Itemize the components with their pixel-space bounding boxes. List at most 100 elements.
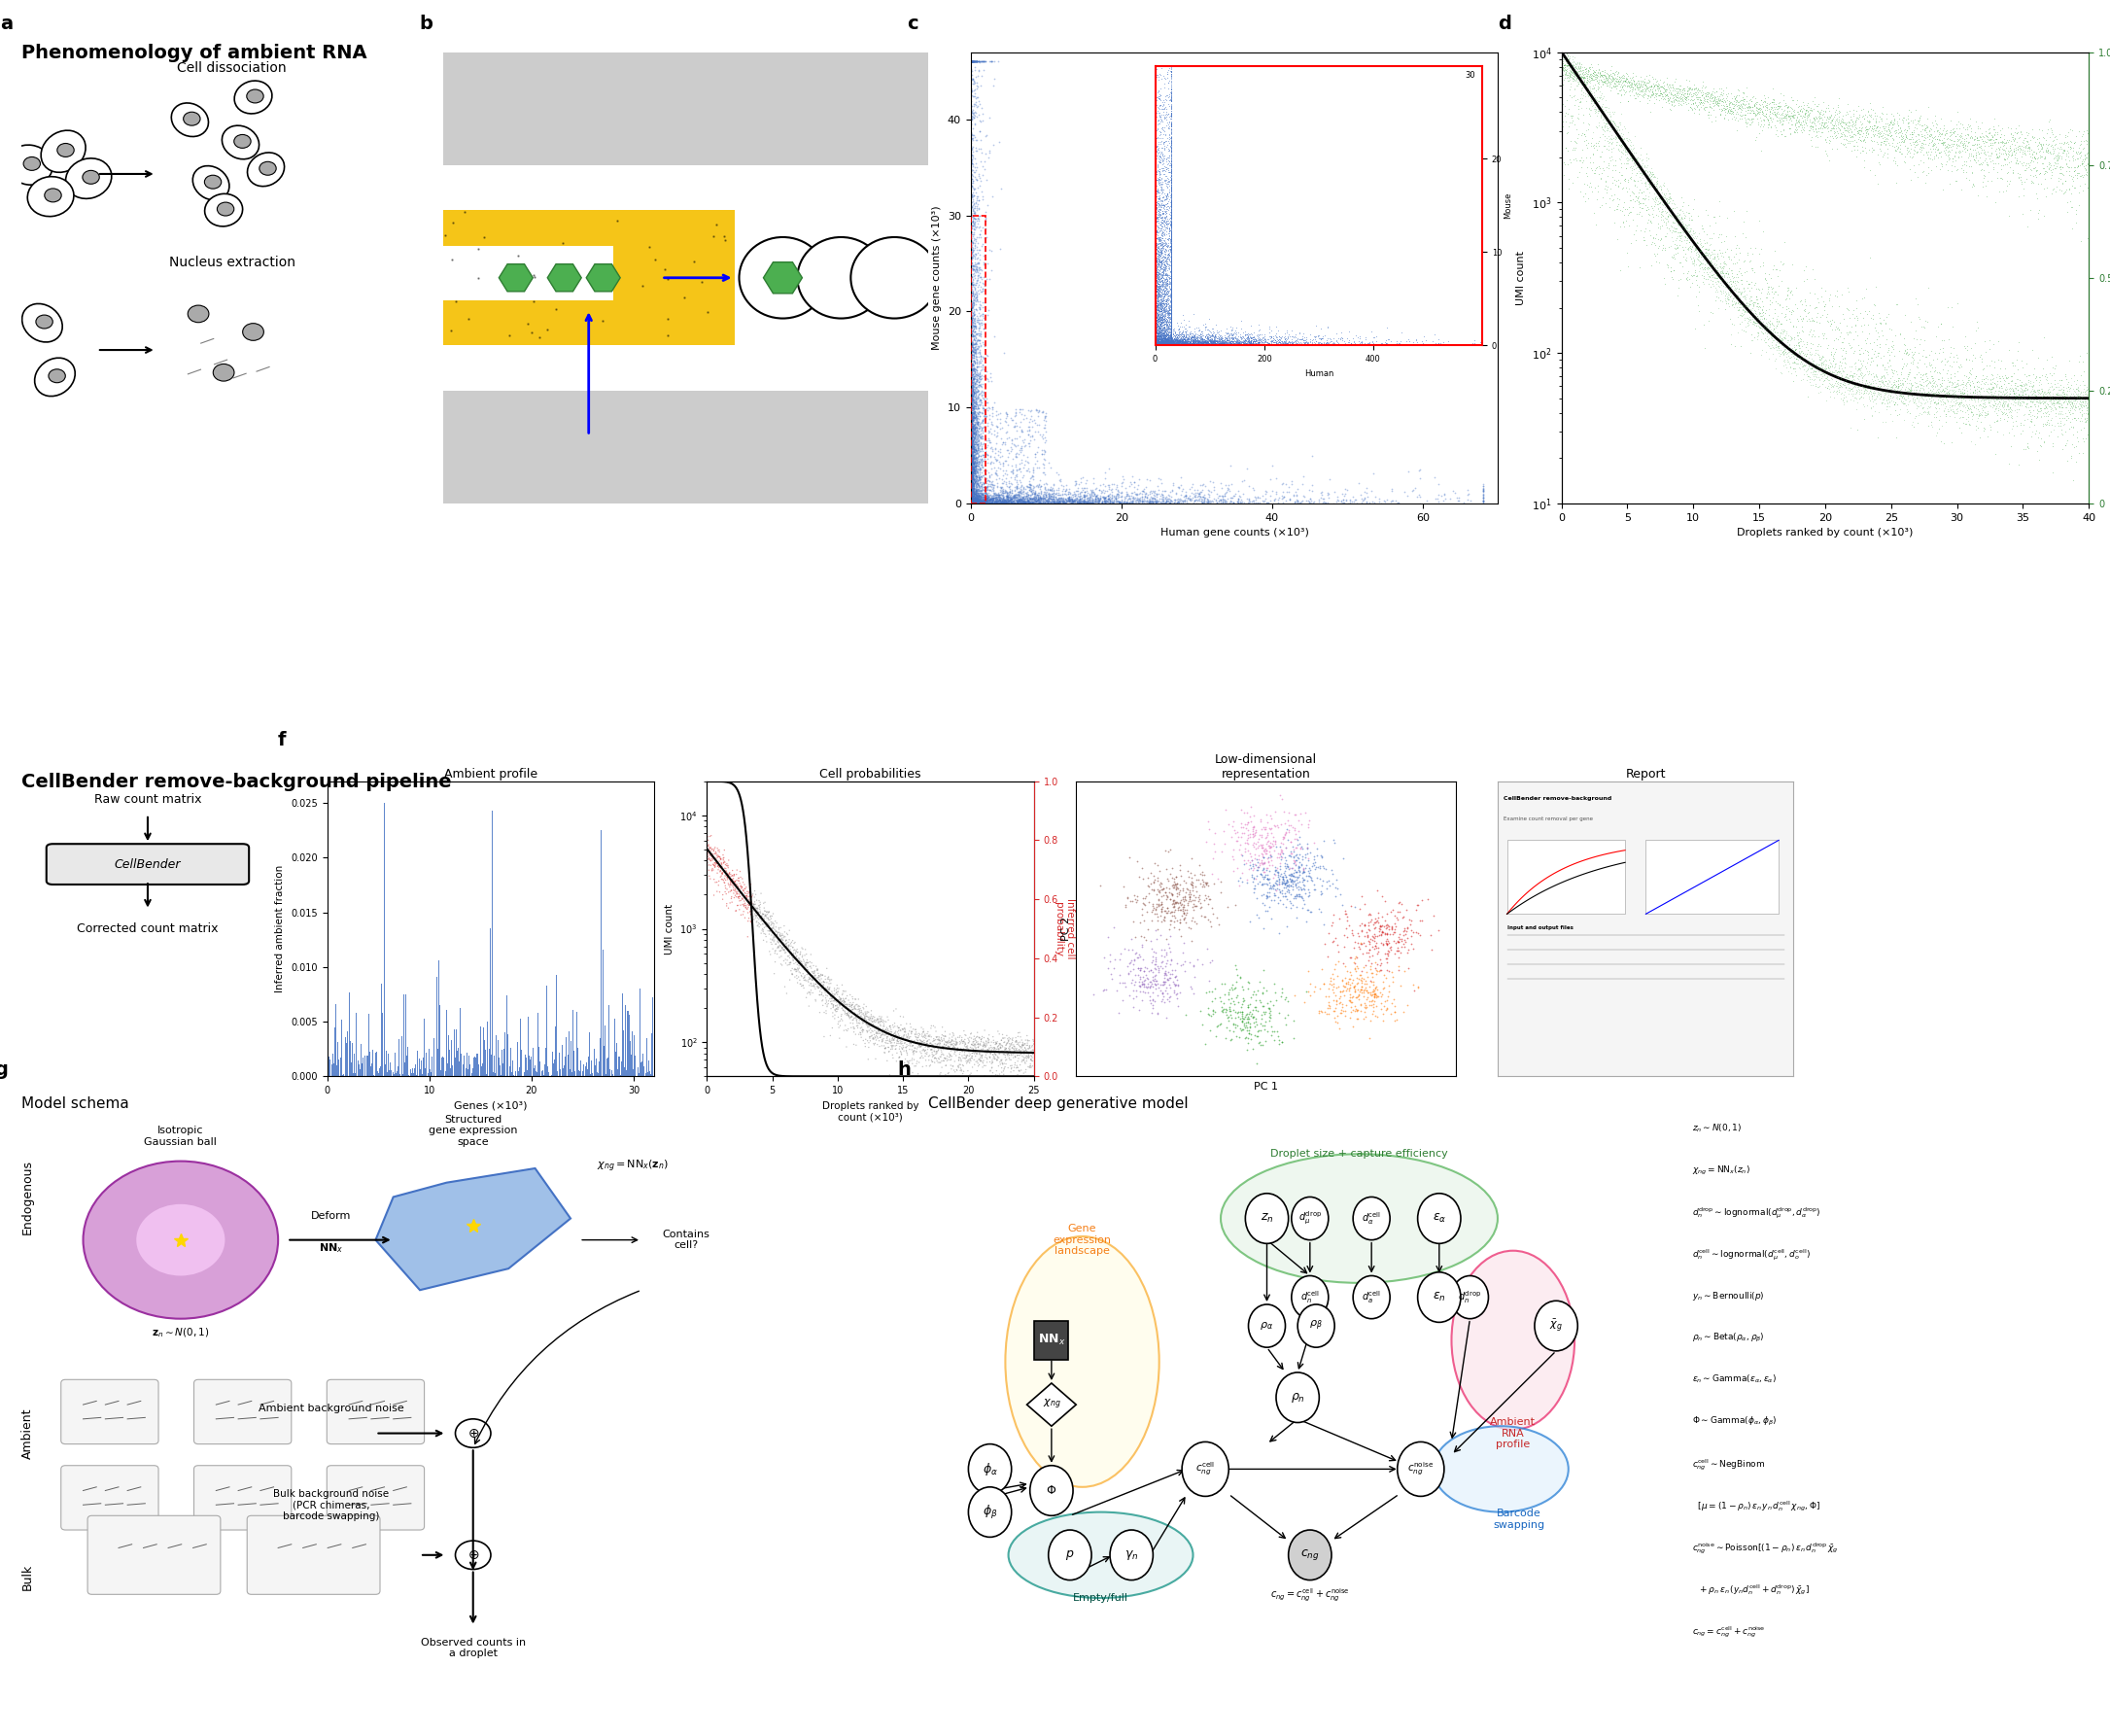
Point xyxy=(1975,123,2009,151)
Point xyxy=(958,1050,992,1078)
Point xyxy=(1591,155,1625,182)
Point xyxy=(1644,207,1677,234)
Point xyxy=(1979,368,2013,396)
Point xyxy=(1715,257,1749,285)
Point xyxy=(1910,113,1943,141)
Point xyxy=(1559,57,1593,85)
Point xyxy=(956,181,990,208)
Point xyxy=(1230,807,1264,835)
Point xyxy=(776,944,810,972)
Point xyxy=(954,432,987,460)
Point xyxy=(1253,833,1287,861)
Point xyxy=(958,337,992,365)
Point xyxy=(1028,415,1061,443)
Point xyxy=(726,877,760,904)
Point xyxy=(1080,483,1114,510)
Point xyxy=(960,476,994,503)
Point xyxy=(956,448,990,476)
Point xyxy=(732,894,766,922)
Point xyxy=(1053,479,1087,507)
Point xyxy=(956,370,990,398)
Point xyxy=(956,469,990,496)
Point xyxy=(1760,332,1794,359)
Point xyxy=(1545,56,1578,83)
Point xyxy=(1861,141,1895,168)
Point xyxy=(1032,486,1066,514)
Point xyxy=(850,1012,884,1040)
Point xyxy=(916,1038,949,1066)
Point xyxy=(962,465,996,493)
Point xyxy=(1867,372,1901,399)
Point xyxy=(1751,318,1785,345)
Point xyxy=(2034,385,2068,413)
Point xyxy=(956,486,990,514)
Point xyxy=(979,484,1013,512)
Point xyxy=(1728,318,1762,345)
Point xyxy=(1093,490,1127,517)
Point xyxy=(1150,941,1184,969)
Point xyxy=(1224,963,1258,991)
Point xyxy=(2068,387,2102,415)
Point xyxy=(956,148,990,175)
Point xyxy=(2002,380,2036,408)
Point xyxy=(1564,50,1597,78)
Point xyxy=(1365,903,1399,930)
Point xyxy=(1582,61,1616,89)
Point xyxy=(1042,465,1076,493)
Point xyxy=(1988,354,2021,382)
Point xyxy=(1986,392,2019,420)
Point xyxy=(1260,1017,1293,1045)
Point xyxy=(1017,472,1051,500)
Point xyxy=(1709,95,1743,123)
Point xyxy=(958,200,992,227)
Point xyxy=(1760,116,1794,144)
Point xyxy=(960,484,994,512)
Point xyxy=(1715,279,1749,307)
Point xyxy=(1139,488,1173,516)
Point xyxy=(1802,104,1836,132)
Point xyxy=(1918,389,1952,417)
Point xyxy=(954,453,987,481)
Point xyxy=(966,470,1000,498)
Point xyxy=(1969,116,2002,144)
Point xyxy=(1011,484,1044,512)
Point xyxy=(1939,387,1973,415)
Point xyxy=(1549,134,1582,161)
Point xyxy=(1882,337,1916,365)
Point xyxy=(1013,1042,1047,1069)
Point xyxy=(876,1029,909,1057)
Point xyxy=(1973,326,2007,354)
Point xyxy=(2002,328,2036,356)
Point xyxy=(2011,399,2045,427)
Point xyxy=(1260,844,1293,871)
Point xyxy=(960,278,994,306)
Point xyxy=(1547,54,1580,82)
Point xyxy=(1030,488,1063,516)
Point xyxy=(1817,359,1850,387)
Point xyxy=(956,450,990,477)
Point xyxy=(1967,391,2000,418)
Point xyxy=(1101,998,1135,1026)
Point xyxy=(1791,89,1825,116)
Point xyxy=(1186,870,1220,898)
Point xyxy=(1817,307,1850,335)
Point xyxy=(983,488,1017,516)
Point xyxy=(1019,488,1053,516)
Point xyxy=(1912,130,1945,158)
Point xyxy=(971,465,1004,493)
Point xyxy=(1846,375,1880,403)
Point xyxy=(958,158,992,186)
Point xyxy=(1599,68,1633,95)
Point xyxy=(1220,955,1253,983)
Point xyxy=(1739,271,1772,299)
Point xyxy=(1013,1054,1047,1082)
Point xyxy=(1764,359,1798,387)
Point xyxy=(954,490,987,517)
Point xyxy=(1232,802,1266,830)
Point xyxy=(945,1036,979,1064)
Point xyxy=(1631,165,1665,193)
Point xyxy=(958,366,992,394)
Point xyxy=(975,470,1009,498)
Point xyxy=(994,1052,1028,1080)
Point xyxy=(2026,137,2059,165)
